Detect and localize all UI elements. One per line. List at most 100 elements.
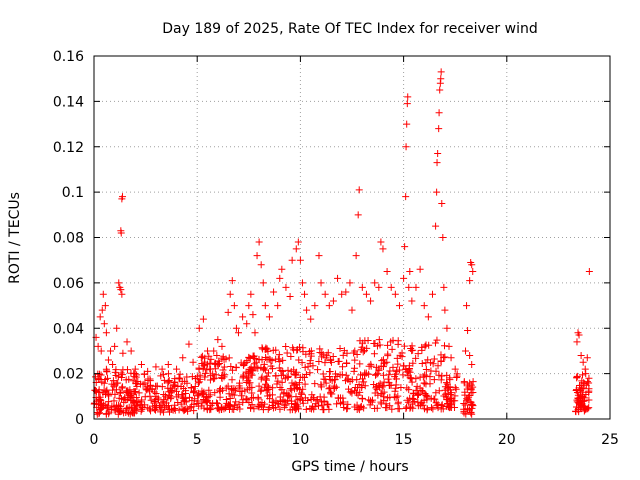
data-point: [362, 290, 370, 298]
data-point: [370, 350, 378, 358]
data-point: [179, 354, 187, 362]
data-point: [117, 229, 125, 237]
data-point: [431, 339, 439, 347]
data-point: [318, 401, 326, 409]
data-point: [348, 306, 356, 314]
data-point: [151, 399, 159, 407]
data-point: [258, 373, 266, 381]
data-point: [138, 396, 146, 404]
data-point: [392, 394, 400, 402]
data-point: [439, 405, 447, 413]
data-point: [306, 405, 314, 413]
data-point: [427, 394, 435, 402]
data-point: [186, 404, 194, 412]
data-point: [324, 401, 332, 409]
data-point: [288, 400, 296, 408]
data-point: [329, 353, 337, 361]
data-point: [306, 369, 314, 377]
data-point: [462, 410, 470, 418]
data-point: [301, 290, 309, 298]
data-point: [190, 407, 198, 415]
data-point: [236, 405, 244, 413]
data-point: [315, 252, 323, 260]
data-point: [171, 375, 179, 383]
data-point: [206, 391, 214, 399]
data-point: [224, 382, 232, 390]
data-point: [225, 354, 233, 362]
data-point: [228, 376, 236, 384]
data-point: [440, 283, 448, 291]
data-point: [265, 383, 273, 391]
data-point: [453, 370, 461, 378]
data-point: [451, 384, 459, 392]
data-point: [306, 357, 314, 365]
data-point: [419, 388, 427, 396]
data-point: [166, 405, 174, 413]
data-point: [206, 376, 214, 384]
data-point: [95, 410, 103, 418]
data-point: [433, 188, 441, 196]
data-point: [466, 277, 474, 285]
data-point: [420, 302, 428, 310]
data-point: [414, 390, 422, 398]
data-point: [572, 387, 580, 395]
data-point: [416, 373, 424, 381]
data-points: [90, 68, 593, 418]
data-point: [251, 329, 259, 337]
data-point: [395, 302, 403, 310]
data-point: [263, 376, 270, 384]
data-point: [394, 398, 402, 406]
data-point: [100, 320, 108, 328]
data-point: [196, 371, 204, 379]
data-point: [200, 388, 208, 396]
data-point: [107, 405, 115, 413]
y-tick-label: 0.06: [53, 276, 84, 292]
data-point: [408, 297, 416, 305]
data-point: [298, 279, 306, 287]
data-point: [171, 381, 179, 389]
data-point: [220, 356, 228, 364]
data-point: [404, 398, 412, 406]
x-axis-title: GPS time / hours: [291, 459, 408, 475]
data-point: [278, 378, 286, 386]
data-point: [119, 383, 127, 391]
data-point: [258, 402, 266, 410]
data-point: [166, 391, 174, 399]
data-point: [132, 388, 140, 396]
data-point: [291, 370, 299, 378]
data-point: [409, 395, 417, 403]
data-point: [180, 406, 188, 414]
data-point: [219, 386, 227, 394]
data-point: [230, 402, 238, 410]
data-point: [232, 363, 240, 371]
data-point: [210, 375, 218, 383]
data-point: [346, 377, 354, 385]
data-point: [165, 377, 173, 385]
data-point: [173, 387, 181, 395]
data-point: [293, 384, 301, 392]
data-point: [405, 283, 413, 291]
data-point: [269, 384, 277, 392]
data-point: [114, 373, 122, 381]
data-point: [192, 375, 200, 383]
data-point: [181, 377, 189, 385]
data-point: [310, 394, 318, 402]
data-point: [585, 396, 593, 404]
data-point: [377, 238, 385, 246]
y-tick-label: 0.08: [53, 231, 84, 247]
x-tick-labels: 0 5 10 15 20 25: [90, 432, 619, 448]
data-point: [122, 387, 130, 395]
y-tick-label: 0.14: [53, 94, 84, 110]
data-point: [412, 283, 420, 291]
data-point: [216, 393, 224, 401]
data-point: [467, 386, 475, 394]
data-point: [314, 366, 322, 374]
data-point: [301, 380, 309, 388]
data-point: [313, 397, 321, 405]
data-point: [273, 380, 281, 388]
data-point: [333, 400, 341, 408]
data-point: [271, 403, 279, 411]
data-point: [102, 329, 110, 337]
data-point: [128, 408, 136, 416]
x-tick-label: 10: [291, 432, 309, 448]
